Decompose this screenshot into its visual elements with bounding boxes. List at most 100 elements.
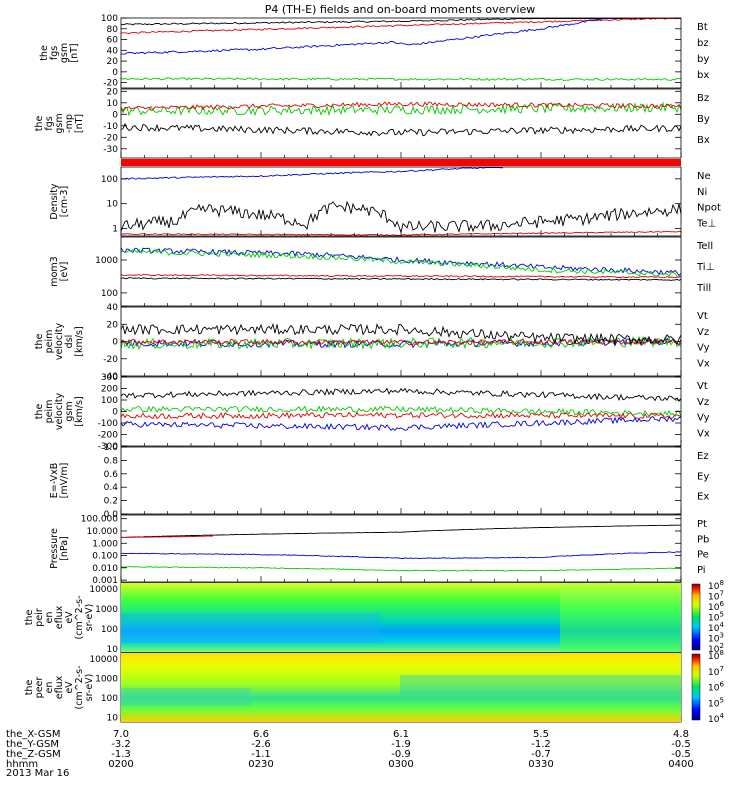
y-tick-label: -200 xyxy=(98,431,119,441)
panel-frame xyxy=(120,236,682,307)
y-tick-label: -20 xyxy=(103,133,118,143)
y-tick-label: -20 xyxy=(103,79,118,89)
y-axis-label: eflux xyxy=(54,605,65,629)
ion-spectrogram xyxy=(121,583,681,652)
ephemeris-value: -1.1 xyxy=(251,749,271,760)
y-axis-label: Density xyxy=(49,183,60,219)
ephemeris-value: 0200 xyxy=(108,759,133,770)
legend-ex: Ex xyxy=(697,492,709,503)
ephemeris-value: 7.0 xyxy=(113,729,129,740)
y-tick-label: 0 xyxy=(112,68,118,78)
ephemeris-value: -1.3 xyxy=(111,749,131,760)
plot-title: P4 (TH-E) fields and on-board moments ov… xyxy=(265,3,536,16)
y-axis-label: [km/s] xyxy=(74,396,85,426)
panel-frame xyxy=(120,166,682,237)
y-axis-label: peir xyxy=(34,608,45,627)
y-tick-label: 80 xyxy=(107,25,119,35)
legend-bt: Bt xyxy=(697,22,708,33)
series-p4-ti xyxy=(120,247,682,277)
ephemeris-value: -0.9 xyxy=(391,749,411,760)
y-axis-label: the xyxy=(34,404,45,420)
y-axis-label: eV xyxy=(64,681,75,694)
legend-till: Till xyxy=(696,283,711,294)
colorbar-tick-label: 107 xyxy=(708,590,724,603)
legend-ey: Ey xyxy=(697,471,709,482)
series-p4-till xyxy=(120,248,682,278)
series-p8-pt xyxy=(120,524,682,538)
x-axis-ephemeris: the_X-GSM 7.0 6.6 6.1 5.5 4.8 the_Y-GSM -3.2 -2.… xyxy=(6,729,694,770)
legend-by: By xyxy=(697,114,710,125)
y-tick-label: 0.001 xyxy=(92,576,118,586)
y-tick-label: 1000 xyxy=(95,605,118,615)
ephemeris-value: -2.6 xyxy=(251,739,271,750)
colorbar-tick-label: 102 xyxy=(708,642,724,655)
y-tick-label: 1000 xyxy=(95,256,118,266)
colorbar-tick-label: 106 xyxy=(708,681,724,694)
y-tick-label: 10000 xyxy=(89,655,118,665)
panel-p3: 100 10 1 Density [cm-3] Ne Ni Npot Te⊥ xyxy=(49,166,721,237)
panel-p2: 20 100 -10-20 -30 the fgs gsm -mp [nT] Bz By Bx xyxy=(34,87,710,159)
y-tick-label: 20 xyxy=(107,320,119,330)
ephemeris-row-label: the_Y-GSM xyxy=(6,739,59,750)
legend-vy: Vy xyxy=(697,343,710,354)
series-p4-tell xyxy=(120,277,682,281)
y-tick-label: 100.000 xyxy=(81,515,118,525)
ephemeris-value: 6.6 xyxy=(253,729,269,740)
series-p5-vt xyxy=(120,322,682,346)
y-axis-label: eflux xyxy=(54,675,65,699)
series-p3-ni xyxy=(120,200,682,235)
ephemeris-value: 0400 xyxy=(668,759,693,770)
y-axis-label: dsl xyxy=(64,335,75,349)
y-tick-label: -30 xyxy=(103,145,118,155)
y-tick-label: 0 xyxy=(112,338,118,348)
y-axis-label: (cm^2-s- xyxy=(74,666,85,710)
ephemeris-value: -0.5 xyxy=(671,749,691,760)
ephemeris-value: 0230 xyxy=(248,759,273,770)
y-axis-label: [nT] xyxy=(74,114,85,133)
y-tick-label: 1.000 xyxy=(92,539,118,549)
legend-vy: Vy xyxy=(697,413,710,424)
date-label: 2013 Mar 16 xyxy=(6,768,69,779)
legend-pb: Pb xyxy=(697,534,709,545)
y-axis-label: eV xyxy=(64,611,75,624)
legend-vt: Vt xyxy=(697,311,708,322)
y-tick-label: 10 xyxy=(107,200,119,210)
colorbar-tick-label: 108 xyxy=(708,579,724,592)
colorbar-tick-label: 103 xyxy=(708,632,724,645)
y-tick-label: 10 xyxy=(107,99,119,109)
ephemeris-row-label: the_Z-GSM xyxy=(6,749,61,760)
y-tick-label: 100 xyxy=(101,14,118,24)
y-axis-label: peim xyxy=(44,330,55,354)
y-tick-label: 200 xyxy=(101,385,118,395)
series-p8-pb xyxy=(121,535,214,538)
legend-npot: Npot xyxy=(697,203,721,214)
y-axis-label: gsm xyxy=(59,43,70,63)
y-axis-label: mom3 xyxy=(49,256,60,286)
y-axis-label: [km/s] xyxy=(74,326,85,356)
series-p5-vz xyxy=(120,338,682,346)
y-tick-label: 0.4 xyxy=(104,483,119,493)
ephemeris-value: 0300 xyxy=(388,759,413,770)
panel-frame xyxy=(120,306,682,377)
y-tick-label: 100 xyxy=(101,694,118,704)
y-tick-label: 0.100 xyxy=(92,552,118,562)
colorbar-tick-label: 104 xyxy=(708,621,724,634)
panel-frame xyxy=(120,446,682,515)
series-p2-bx xyxy=(120,122,682,137)
series-p6-vy xyxy=(120,405,682,418)
legend-pe: Pe xyxy=(697,550,709,561)
legend-tell: Tell xyxy=(696,241,713,252)
legend-vx: Vx xyxy=(697,358,710,369)
y-tick-label: 0.8 xyxy=(104,456,119,466)
y-axis-label: velocity xyxy=(54,323,65,361)
y-tick-label: 0.2 xyxy=(104,497,118,507)
y-tick-label: -100 xyxy=(98,419,119,429)
y-axis-label: en xyxy=(44,682,55,694)
panel-frame xyxy=(120,514,682,583)
y-axis-label: the xyxy=(34,334,45,350)
legend-by: by xyxy=(697,54,709,65)
y-tick-label: 300 xyxy=(101,373,118,383)
